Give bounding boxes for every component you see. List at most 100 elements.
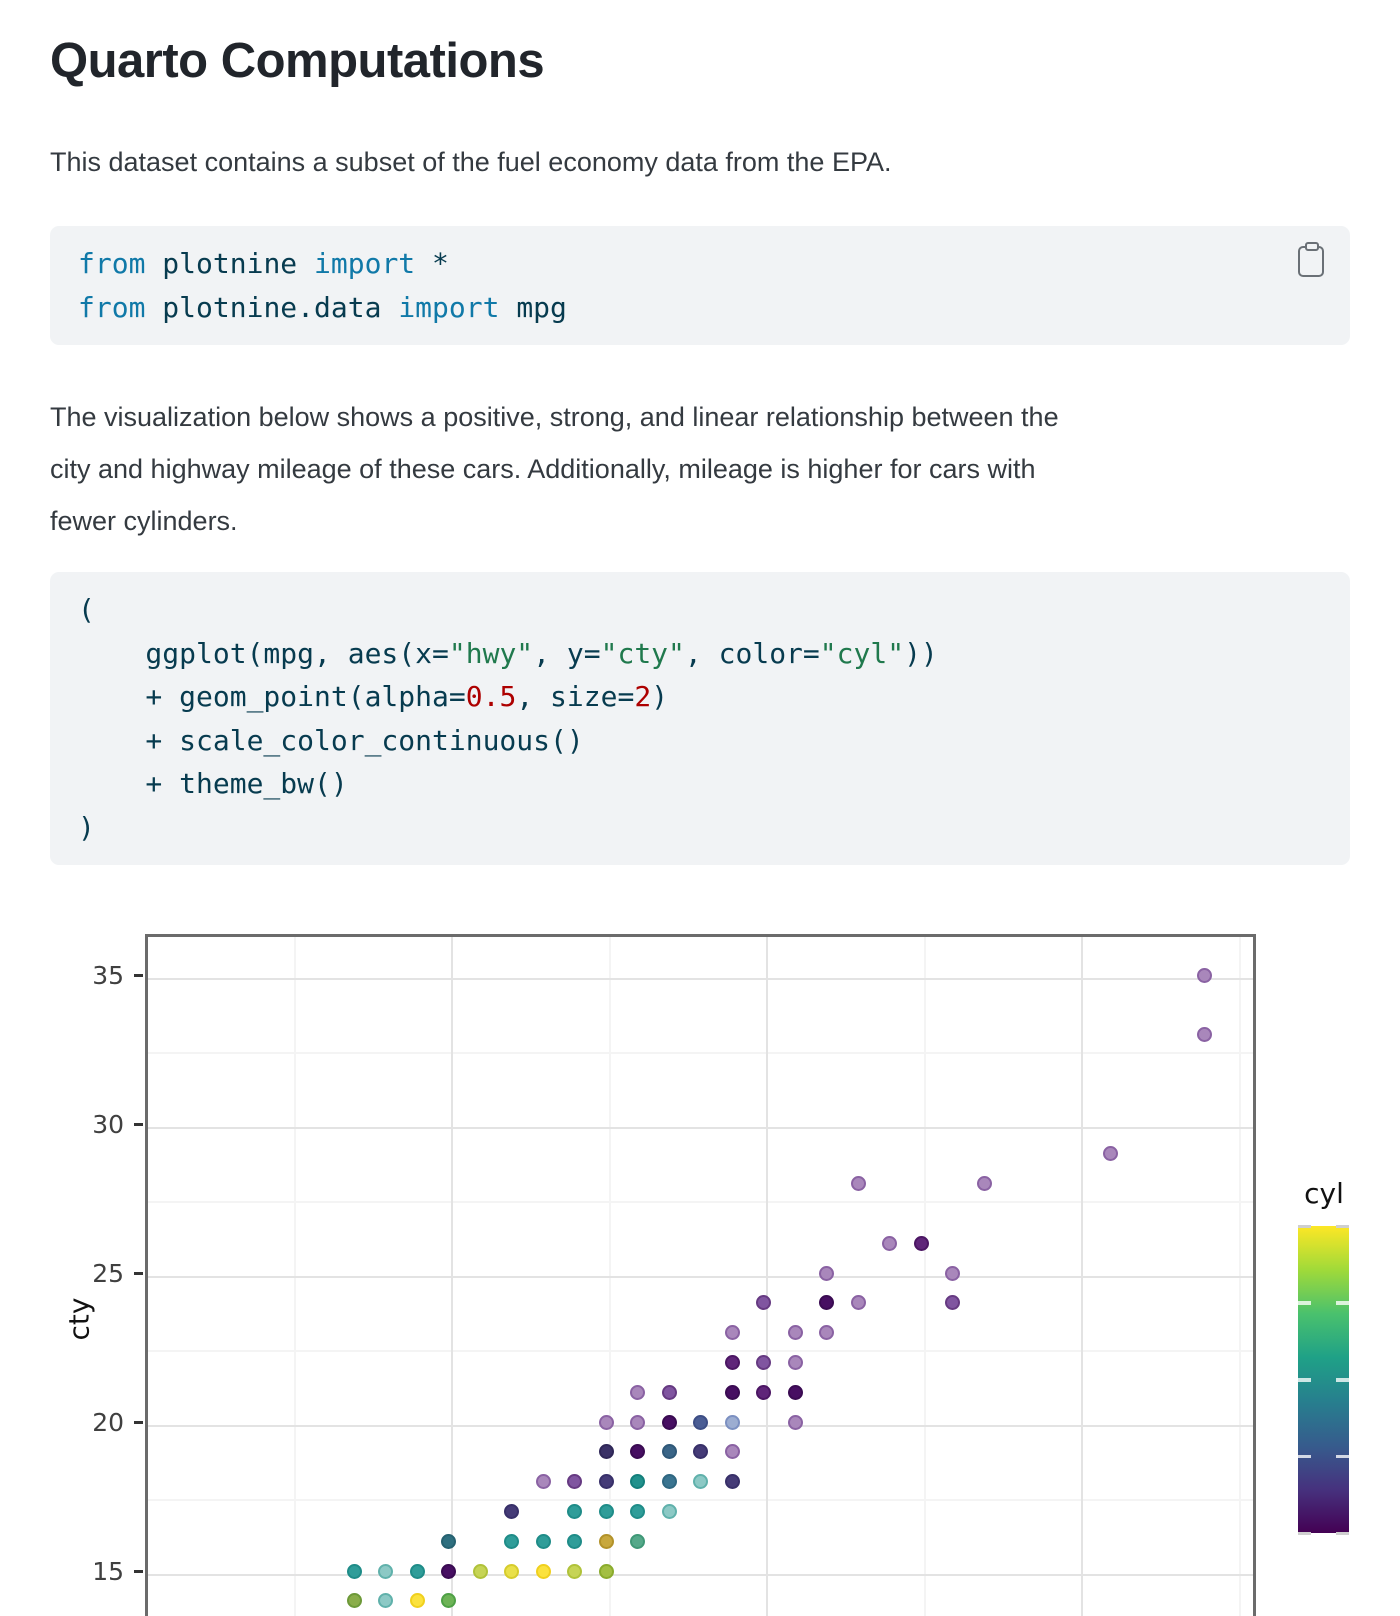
scatter-point [504,1503,519,1519]
gridline [451,937,453,1616]
scatter-point [535,1533,551,1549]
scatter-point [756,1384,771,1400]
scatter-point [693,1444,708,1460]
gridline [148,1126,1253,1129]
code-block-imports: from plotnine import * from plotnine.data… [50,226,1350,345]
gridline [148,1275,1253,1278]
scatter-point [787,1325,803,1341]
scatter-point [661,1503,677,1519]
scatter-point [661,1384,677,1400]
intro-paragraph: This dataset contains a subset of the fu… [50,147,892,177]
plot-panel [145,934,1256,1616]
y-axis-tick [134,1123,143,1126]
scatter-point [346,1593,362,1609]
colorbar-tick [1336,1224,1349,1228]
scatter-point [724,1414,740,1430]
scatter-point [693,1474,708,1490]
scatter-point [441,1563,456,1579]
scatter-point [756,1354,771,1370]
scatter-plot-figure: 35 30 25 20 15 cty cyl [0,911,1400,1616]
scatter-point [535,1474,551,1490]
scatter-point [598,1533,614,1549]
colorbar-tick [1298,1301,1311,1305]
code-line: ) [78,810,95,844]
colorbar-tick [1298,1454,1311,1459]
colorbar-tick [1298,1531,1311,1535]
y-axis-tick-label: 30 [92,1109,124,1139]
gridline [148,1201,1253,1203]
scatter-point [630,1414,645,1430]
gridline [148,977,1253,980]
scatter-point [598,1563,614,1579]
scatter-point [346,1563,362,1579]
code-line: from plotnine import * [78,247,449,280]
colorbar-tick [1298,1224,1311,1228]
code-block-plot: ( ggplot(mpg, aes(x="hwy", y="cty", colo… [50,572,1350,865]
legend-title: cyl [1304,1177,1344,1210]
y-axis-tick-label: 20 [92,1407,124,1437]
gridline [1081,937,1083,1616]
gridline [766,937,768,1616]
scatter-point [724,1474,740,1490]
scatter-point [661,1474,677,1490]
scatter-point [535,1563,551,1579]
scatter-point [661,1444,677,1460]
scatter-point [1197,1027,1212,1043]
gridline [148,1573,1253,1576]
scatter-point [409,1563,425,1579]
gridline [148,1052,1253,1054]
code-line: ggplot(mpg, aes(x="hwy", y="cty", color=… [78,636,938,670]
scatter-point [598,1444,614,1460]
code-line: + theme_bw() [78,767,348,800]
copy-icon[interactable] [1298,242,1324,277]
code-line: + scale_color_continuous() [78,723,584,757]
colorbar-tick [1336,1531,1349,1535]
y-axis-tick [134,974,143,977]
scatter-point [976,1176,992,1192]
scatter-point [850,1176,866,1192]
y-axis-tick [134,1570,143,1573]
scatter-point [378,1563,393,1579]
scatter-point [819,1325,834,1341]
scatter-point [693,1414,708,1430]
scatter-point [850,1295,866,1311]
scatter-point [598,1503,614,1519]
scatter-point [724,1354,740,1370]
colorbar-tick [1336,1301,1349,1305]
scatter-point [630,1384,645,1400]
scatter-point [567,1563,582,1579]
gridline [148,1499,1253,1501]
colorbar-tick [1336,1378,1349,1382]
page-title: Quarto Computations [50,34,545,88]
code-line: ( [78,593,95,626]
scatter-point [882,1235,897,1251]
scatter-point [787,1414,803,1430]
scatter-point [724,1444,740,1460]
scatter-point [756,1295,771,1311]
scatter-point [630,1444,645,1460]
scatter-point [567,1474,582,1490]
y-axis-tick [134,1272,143,1275]
scatter-point [724,1325,740,1341]
scatter-point [409,1593,425,1609]
scatter-point [630,1474,645,1490]
scatter-point [441,1533,456,1549]
scatter-point [945,1265,960,1281]
scatter-point [819,1265,834,1281]
y-axis-tick-label: 25 [92,1258,124,1288]
scatter-point [787,1384,803,1400]
y-axis-tick-label: 15 [92,1556,124,1586]
code-lines: from plotnine import * from plotnine.data… [78,242,1322,329]
scatter-point [1102,1146,1118,1162]
code-line: + geom_point(alpha=0.5, size=2) [78,680,669,713]
scatter-point [567,1533,582,1549]
code-line: from plotnine.data import mpg [78,290,567,324]
y-axis-title: cty [62,1297,96,1341]
scatter-point [598,1474,614,1490]
scatter-point [945,1295,960,1311]
scatter-point [630,1533,645,1549]
scatter-point [630,1503,645,1519]
scatter-point [504,1563,519,1579]
scatter-point [598,1414,614,1430]
scatter-point [787,1354,803,1370]
